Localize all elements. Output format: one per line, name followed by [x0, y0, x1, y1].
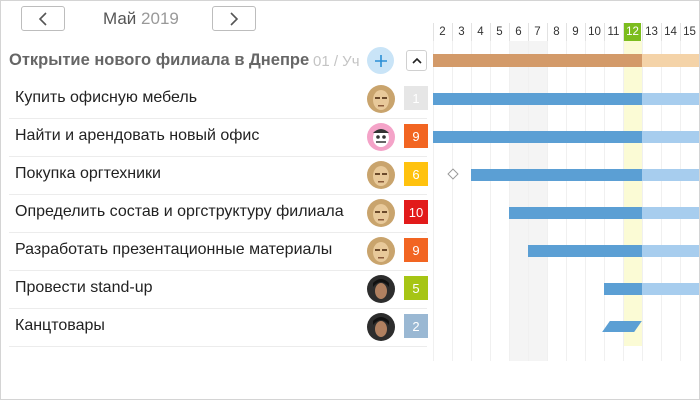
- dependency-marker[interactable]: [447, 168, 459, 180]
- task-bar[interactable]: [528, 245, 699, 257]
- month-name: Май: [103, 9, 137, 28]
- add-task-button[interactable]: [367, 47, 394, 74]
- assignee-avatar[interactable]: [367, 85, 395, 113]
- grid-line: [509, 41, 510, 361]
- task-label: Покупка оргтехники: [15, 165, 161, 182]
- priority-badge: 5: [404, 276, 428, 300]
- task-row[interactable]: Канцтовары 2: [1, 308, 431, 346]
- grid-line: [623, 41, 624, 361]
- grid-line: [471, 41, 472, 361]
- collapse-project-button[interactable]: [406, 50, 427, 71]
- task-bar[interactable]: [509, 207, 699, 219]
- day-6[interactable]: 6: [509, 23, 527, 41]
- task-label: Провести stand-up: [15, 279, 153, 296]
- task-bar[interactable]: [433, 93, 699, 105]
- project-row[interactable]: Открытие нового филиала в Днепре 01 / Уч: [9, 45, 429, 77]
- day-9[interactable]: 9: [566, 23, 584, 41]
- grid-line: [585, 41, 586, 361]
- grid-line: [661, 41, 662, 361]
- grid-line: [547, 41, 548, 361]
- assignee-avatar[interactable]: [367, 161, 395, 189]
- project-meta: 01 / Уч: [313, 53, 360, 70]
- task-row[interactable]: Провести stand-up 5: [1, 270, 431, 308]
- weekend-shade: [509, 41, 528, 361]
- day-4[interactable]: 4: [471, 23, 489, 41]
- day-5[interactable]: 5: [490, 23, 508, 41]
- row-divider: [9, 194, 427, 195]
- task-label: Канцтовары: [15, 317, 105, 334]
- grid-line: [604, 41, 605, 361]
- grid-line: [642, 41, 643, 361]
- task-row[interactable]: Разработать презентационные материалы 9: [1, 232, 431, 270]
- day-8[interactable]: 8: [547, 23, 565, 41]
- task-label: Определить состав и оргструктуру филиала: [15, 203, 344, 220]
- gantt-chart: 2 3 4 5 6 7 8 9 10 11 12 13 14 15: [433, 1, 699, 399]
- project-title: Открытие нового филиала в Днепре: [9, 51, 310, 69]
- day-3[interactable]: 3: [452, 23, 470, 41]
- row-divider: [9, 232, 427, 233]
- task-label: Найти и арендовать новый офис: [15, 127, 260, 144]
- project-bar[interactable]: [433, 54, 699, 67]
- assignee-avatar[interactable]: [367, 237, 395, 265]
- day-2[interactable]: 2: [433, 23, 451, 41]
- assignee-avatar[interactable]: [367, 199, 395, 227]
- day-14[interactable]: 14: [661, 23, 679, 41]
- row-divider: [9, 270, 427, 271]
- priority-badge: 2: [404, 314, 428, 338]
- task-row[interactable]: Найти и арендовать новый офис 9: [1, 118, 431, 156]
- assignee-avatar[interactable]: [367, 313, 395, 341]
- priority-badge: 9: [404, 124, 428, 148]
- row-divider: [9, 346, 427, 347]
- task-row[interactable]: Купить офисную мебель 1: [1, 80, 431, 118]
- day-11[interactable]: 11: [604, 23, 622, 41]
- chevron-left-icon: [38, 11, 47, 26]
- assignee-avatar[interactable]: [367, 275, 395, 303]
- day-12[interactable]: 12: [623, 23, 641, 41]
- day-13[interactable]: 13: [642, 23, 660, 41]
- grid-line: [452, 41, 453, 361]
- task-row[interactable]: Определить состав и оргструктуру филиала…: [1, 194, 431, 232]
- chevron-right-icon: [230, 11, 239, 26]
- grid-line: [490, 41, 491, 361]
- year: 2019: [141, 9, 179, 28]
- priority-badge: 9: [404, 238, 428, 262]
- grid-line: [433, 41, 434, 361]
- row-divider: [9, 156, 427, 157]
- priority-badge: 6: [404, 162, 428, 186]
- grid-line: [528, 41, 529, 361]
- assignee-avatar[interactable]: [367, 123, 395, 151]
- day-15[interactable]: 15: [680, 23, 698, 41]
- grid-line: [680, 41, 681, 361]
- task-label: Купить офисную мебель: [15, 89, 198, 106]
- grid-line: [566, 41, 567, 361]
- task-bar[interactable]: [433, 131, 699, 143]
- priority-badge: 10: [404, 200, 428, 224]
- task-row[interactable]: Покупка оргтехники 6: [1, 156, 431, 194]
- task-bar[interactable]: [471, 169, 699, 181]
- day-7[interactable]: 7: [528, 23, 546, 41]
- plus-icon: [374, 54, 387, 67]
- prev-month-button[interactable]: [21, 6, 65, 31]
- row-divider: [9, 118, 427, 119]
- task-bar[interactable]: [604, 283, 699, 295]
- weekend-shade: [528, 41, 547, 361]
- day-10[interactable]: 10: [585, 23, 603, 41]
- chevron-up-icon: [411, 57, 422, 64]
- task-label: Разработать презентационные материалы: [15, 241, 333, 258]
- row-divider: [9, 308, 427, 309]
- priority-badge: 1: [404, 86, 428, 110]
- next-month-button[interactable]: [212, 6, 256, 31]
- month-title: Май 2019: [103, 9, 179, 29]
- today-column: [623, 41, 642, 346]
